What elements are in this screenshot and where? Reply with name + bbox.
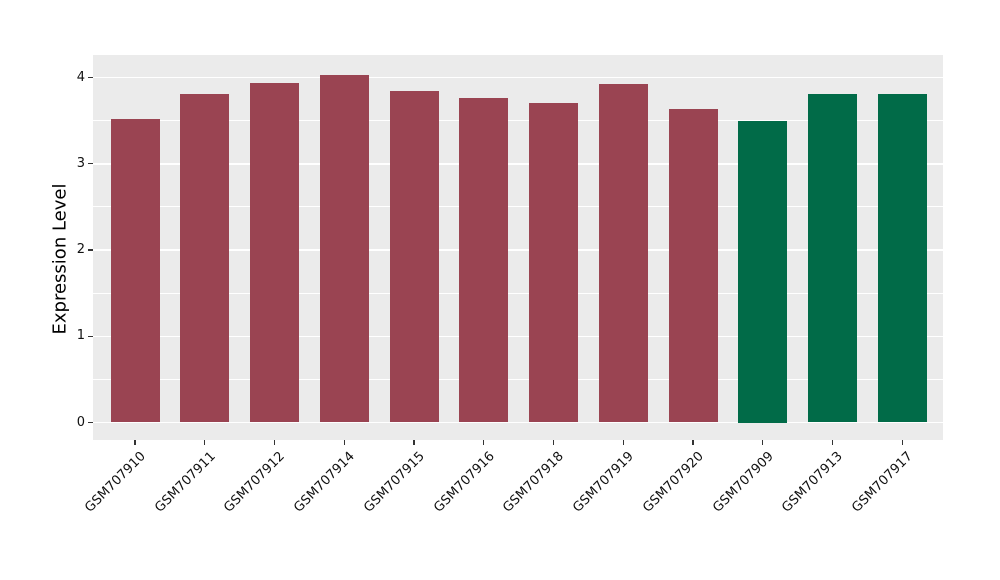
y-tick-label: 3 <box>76 155 85 171</box>
y-tick-mark <box>88 76 93 79</box>
bar <box>180 93 230 423</box>
gridline-major <box>93 163 943 165</box>
x-tick-mark <box>204 440 206 445</box>
bar <box>459 98 509 423</box>
x-tick-label: GSM707909 <box>709 449 777 516</box>
bar <box>668 108 718 423</box>
x-tick-label: GSM707918 <box>500 449 568 516</box>
bar <box>529 102 578 423</box>
x-tick-label: GSM707911 <box>151 449 219 516</box>
gridline-major <box>93 76 943 79</box>
x-tick-label: GSM707919 <box>570 449 637 516</box>
bar <box>389 91 439 423</box>
x-tick-label: GSM707916 <box>430 449 498 516</box>
y-tick-label: 2 <box>76 242 85 257</box>
bar <box>250 82 299 423</box>
y-tick-label: 1 <box>76 328 85 344</box>
x-tick-mark <box>343 440 345 445</box>
bar <box>877 93 927 423</box>
x-tick-label: GSM707912 <box>221 449 289 516</box>
x-tick-label: GSM707917 <box>849 449 916 516</box>
y-axis-title: Expression Level <box>49 183 71 335</box>
plot-panel <box>93 55 943 440</box>
x-tick-mark <box>134 440 136 445</box>
gridline-major <box>93 249 943 251</box>
x-tick-mark <box>901 440 903 445</box>
x-tick-label: GSM707920 <box>640 449 707 516</box>
gridline-minor <box>93 206 943 208</box>
x-tick-label: GSM707910 <box>82 449 149 516</box>
x-tick-mark <box>273 440 276 445</box>
y-tick-mark <box>88 335 93 337</box>
x-tick-mark <box>692 440 694 445</box>
bar <box>738 120 788 423</box>
bar <box>110 118 160 423</box>
y-tick-mark <box>88 163 93 165</box>
x-tick-mark <box>552 440 555 445</box>
bar <box>319 74 369 423</box>
x-tick-mark <box>622 440 624 445</box>
y-tick-mark <box>88 421 93 424</box>
x-tick-label: GSM707915 <box>361 449 428 516</box>
x-tick-mark <box>762 440 764 445</box>
gridline-minor <box>93 120 943 122</box>
gridline-major <box>93 421 943 424</box>
y-tick-label: 4 <box>76 69 85 85</box>
y-tick-mark <box>88 249 93 251</box>
x-tick-mark <box>831 440 834 445</box>
gridline-minor <box>93 292 943 294</box>
gridline-major <box>93 335 943 337</box>
y-tick-label: 0 <box>76 414 85 430</box>
bar <box>808 93 857 423</box>
x-tick-mark <box>413 440 415 445</box>
x-tick-mark <box>483 440 485 445</box>
x-tick-label: GSM707913 <box>779 449 847 516</box>
bar <box>598 84 648 423</box>
x-tick-label: GSM707914 <box>291 449 358 516</box>
gridline-minor <box>93 378 943 380</box>
